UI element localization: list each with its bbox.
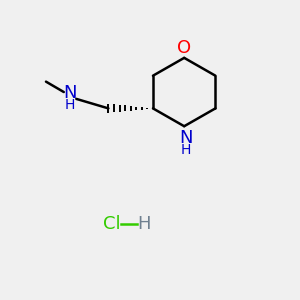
- Text: H: H: [137, 215, 151, 233]
- Text: H: H: [181, 142, 191, 157]
- Text: O: O: [177, 39, 191, 57]
- Text: H: H: [64, 98, 75, 112]
- Text: N: N: [63, 84, 76, 102]
- Text: N: N: [179, 129, 192, 147]
- Text: Cl: Cl: [103, 215, 120, 233]
